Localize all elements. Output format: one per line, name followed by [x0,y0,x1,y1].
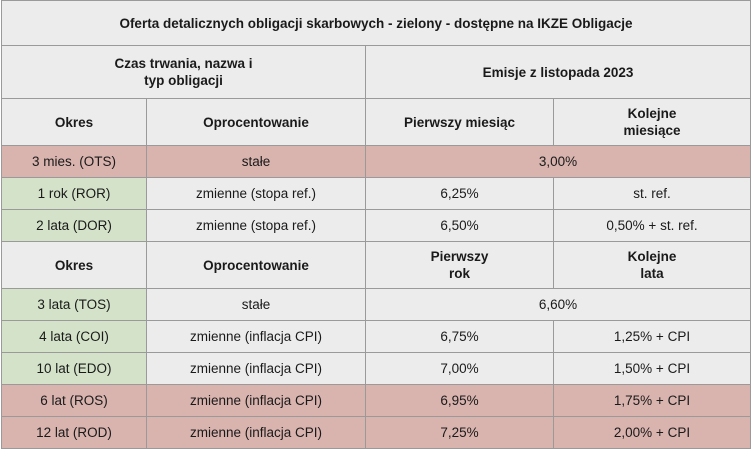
table-title: Oferta detalicznych obligacji skarbowych… [1,0,751,46]
cell-okres: 1 rok (ROR) [1,177,147,210]
header-first-year: Pierwszy rok [365,241,554,289]
cell-okres: 12 lat (ROD) [1,416,147,449]
header-row-years: Okres Oprocentowanie Pierwszy rok Kolejn… [1,241,751,289]
cell-rate-merged: 3,00% [365,145,751,178]
cell-next-rate: st. ref. [553,177,751,210]
cell-okres: 4 lata (COI) [1,320,147,353]
cell-oprocentowanie: zmienne (inflacja CPI) [146,384,366,417]
header-next-months-label: Kolejne miesiące [623,106,681,138]
table-row-edo: 10 lat (EDO) zmienne (inflacja CPI) 7,00… [1,352,751,385]
header-okres: Okres [1,241,147,289]
header-duration-label: Czas trwania, nazwa i typ obligacji [114,56,253,88]
header-row-months: Okres Oprocentowanie Pierwszy miesiąc Ko… [1,98,751,146]
cell-oprocentowanie: zmienne (stopa ref.) [146,209,366,242]
cell-first-rate: 7,25% [365,416,554,449]
table-row-ros: 6 lat (ROS) zmienne (inflacja CPI) 6,95%… [1,384,751,417]
cell-okres: 2 lata (DOR) [1,209,147,242]
cell-first-rate: 6,50% [365,209,554,242]
table-row-rod: 12 lat (ROD) zmienne (inflacja CPI) 7,25… [1,416,751,449]
header-oprocentowanie: Oprocentowanie [146,98,366,146]
table-row-coi: 4 lata (COI) zmienne (inflacja CPI) 6,75… [1,320,751,353]
table-row-tos: 3 lata (TOS) stałe 6,60% [1,288,751,321]
header-first-year-label: Pierwszy rok [430,249,489,281]
header-next-months: Kolejne miesiące [553,98,751,146]
table-row-ots: 3 mies. (OTS) stałe 3,00% [1,145,751,178]
header-first-month: Pierwszy miesiąc [365,98,554,146]
cell-okres: 3 mies. (OTS) [1,145,147,178]
title-row: Oferta detalicznych obligacji skarbowych… [1,0,751,46]
cell-oprocentowanie: zmienne (inflacja CPI) [146,320,366,353]
header-emission-date: Emisje z listopada 2023 [365,45,751,99]
cell-next-rate: 1,50% + CPI [553,352,751,385]
cell-next-rate: 1,75% + CPI [553,384,751,417]
cell-next-rate: 0,50% + st. ref. [553,209,751,242]
cell-first-rate: 6,25% [365,177,554,210]
cell-rate-merged: 6,60% [365,288,751,321]
cell-next-rate: 2,00% + CPI [553,416,751,449]
cell-okres: 3 lata (TOS) [1,288,147,321]
cell-oprocentowanie: zmienne (inflacja CPI) [146,416,366,449]
cell-first-rate: 7,00% [365,352,554,385]
cell-oprocentowanie: zmienne (stopa ref.) [146,177,366,210]
cell-oprocentowanie: stałe [146,288,366,321]
cell-okres: 10 lat (EDO) [1,352,147,385]
cell-oprocentowanie: zmienne (inflacja CPI) [146,352,366,385]
header-top-row: Czas trwania, nazwa i typ obligacji Emis… [1,45,751,99]
cell-oprocentowanie: stałe [146,145,366,178]
header-okres: Okres [1,98,147,146]
header-duration-name-type: Czas trwania, nazwa i typ obligacji [1,45,366,99]
cell-next-rate: 1,25% + CPI [553,320,751,353]
table-row-ror: 1 rok (ROR) zmienne (stopa ref.) 6,25% s… [1,177,751,210]
table-row-dor: 2 lata (DOR) zmienne (stopa ref.) 6,50% … [1,209,751,242]
cell-first-rate: 6,75% [365,320,554,353]
cell-first-rate: 6,95% [365,384,554,417]
header-next-years: Kolejne lata [553,241,751,289]
header-oprocentowanie: Oprocentowanie [146,241,366,289]
header-next-years-label: Kolejne lata [627,249,677,281]
cell-okres: 6 lat (ROS) [1,384,147,417]
